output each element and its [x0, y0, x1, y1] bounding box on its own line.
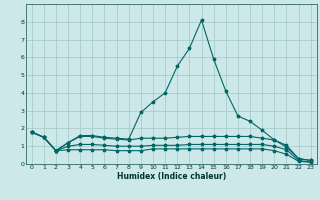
X-axis label: Humidex (Indice chaleur): Humidex (Indice chaleur): [116, 172, 226, 181]
